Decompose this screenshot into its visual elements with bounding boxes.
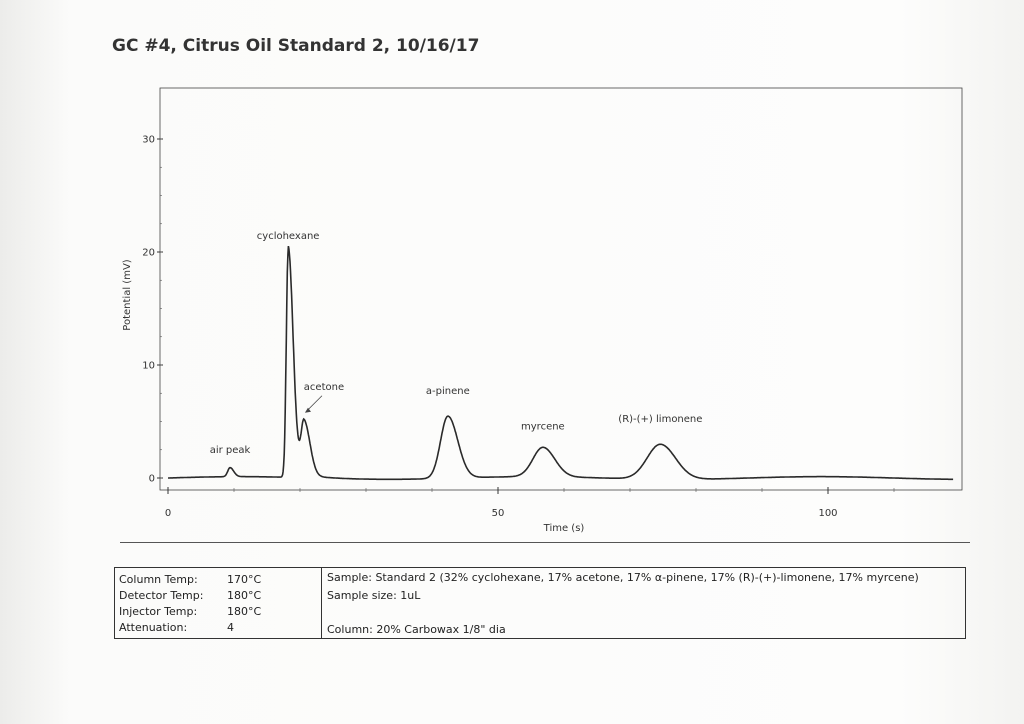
param-name: Attenuation: [119,621,188,634]
peak-label: a-pinene [426,386,470,397]
run-info-box: Column Temp: 170°C Detector Temp: 180°C … [114,567,966,639]
x-tick-label: 0 [165,508,171,519]
x-axis-label: Time (s) [543,523,585,534]
divider-line [120,542,970,543]
param-value: 180°C [227,589,262,602]
chromatogram-chart: 0 10 20 30 0 50 100 Time (s) Potential (mV) air … [122,87,963,534]
param-value: 4 [227,621,234,634]
param-value: 170°C [227,573,262,586]
y-tick-label: 0 [149,474,155,485]
x-tick-label: 100 [818,508,837,519]
peak-label: air peak [210,445,251,456]
chromatogram-trace [168,245,954,481]
arrow-head [304,407,311,413]
sample-size: Sample size: 1uL [327,589,421,602]
chart-title: GC #4, Citrus Oil Standard 2, 10/16/17 [112,36,480,56]
y-tick-label: 10 [142,361,155,372]
column-description: Column: 20% Carbowax 1/8" dia [327,623,506,636]
plot-frame [159,87,963,491]
param-value: 180°C [227,605,262,618]
param-name: Column Temp: [119,573,198,586]
peak-label: cyclohexane [257,231,320,242]
x-tick-label: 50 [492,508,505,519]
y-tick-label: 30 [142,135,155,146]
peak-label: myrcene [521,422,565,433]
y-tick-label: 20 [142,248,155,259]
param-name: Injector Temp: [119,605,198,618]
sample-description: Sample: Standard 2 (32% cyclohexane, 17%… [327,571,919,584]
peak-label: acetone [304,382,344,393]
instrument-params: Column Temp: 170°C Detector Temp: 180°C … [115,568,322,638]
peak-label: (R)-(+) limonene [618,414,702,425]
y-axis-label: Potential (mV) [122,259,133,330]
param-name: Detector Temp: [119,589,204,602]
